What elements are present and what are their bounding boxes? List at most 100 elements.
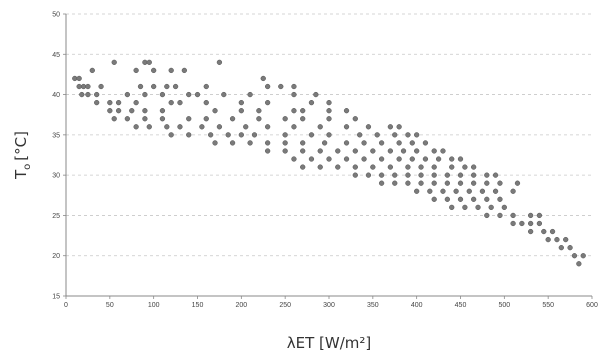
- y-tick-label: 30: [52, 173, 60, 180]
- data-point: [164, 83, 170, 90]
- data-point: [387, 164, 394, 170]
- data-point: [326, 108, 332, 114]
- data-point: [278, 83, 284, 90]
- x-tick-label: 500: [498, 302, 510, 309]
- data-point: [80, 83, 87, 90]
- data-point: [374, 132, 380, 138]
- data-point: [479, 188, 486, 194]
- data-points: [72, 59, 586, 267]
- data-point: [571, 253, 578, 259]
- data-point: [492, 188, 499, 194]
- data-point: [471, 172, 477, 178]
- data-point: [335, 164, 341, 170]
- y-axis-title: To [°C]: [12, 131, 33, 180]
- data-point: [142, 59, 148, 65]
- data-point: [291, 156, 297, 162]
- data-point: [510, 188, 516, 194]
- data-point: [378, 172, 385, 178]
- data-point: [418, 164, 424, 170]
- data-point: [98, 83, 104, 90]
- data-point: [146, 124, 152, 130]
- data-point: [497, 212, 503, 219]
- data-point: [313, 91, 319, 98]
- data-point: [326, 132, 332, 138]
- data-point: [471, 164, 477, 170]
- data-point: [129, 108, 135, 114]
- data-point: [497, 196, 503, 202]
- data-point: [326, 99, 332, 106]
- data-point: [159, 108, 166, 114]
- data-point: [256, 108, 262, 114]
- data-point: [321, 140, 328, 146]
- data-point: [527, 220, 534, 227]
- data-point: [453, 188, 459, 194]
- data-point: [352, 116, 358, 122]
- data-point: [576, 261, 582, 267]
- data-point: [317, 124, 323, 130]
- data-point: [501, 204, 507, 211]
- data-point: [142, 116, 148, 122]
- x-tick-label: 200: [235, 302, 247, 309]
- data-point: [229, 116, 236, 122]
- data-point: [414, 148, 420, 154]
- data-point: [247, 91, 253, 98]
- data-point: [431, 172, 437, 178]
- data-point: [549, 228, 556, 235]
- data-point: [111, 116, 117, 122]
- data-point: [361, 156, 367, 162]
- data-point: [422, 156, 429, 162]
- y-tick-label: 45: [52, 52, 60, 59]
- x-axis-title: λET [W/m²]: [287, 334, 372, 352]
- data-point: [291, 91, 297, 98]
- data-point: [282, 132, 288, 138]
- data-point: [462, 204, 468, 211]
- data-point: [418, 180, 424, 186]
- data-point: [212, 108, 218, 114]
- x-tick-label: 300: [323, 302, 335, 309]
- data-point: [137, 83, 144, 90]
- data-point: [124, 116, 131, 122]
- data-point: [326, 156, 332, 162]
- y-tick-label: 25: [52, 213, 60, 220]
- data-point: [238, 132, 244, 138]
- data-point: [282, 148, 288, 154]
- x-tick-label: 400: [411, 302, 423, 309]
- data-point: [444, 196, 451, 202]
- data-point: [418, 172, 424, 178]
- data-point: [168, 67, 174, 74]
- data-point: [264, 99, 271, 106]
- data-point: [580, 253, 586, 259]
- data-point: [133, 67, 139, 74]
- data-point: [392, 132, 398, 138]
- data-point: [186, 116, 192, 122]
- data-point: [431, 164, 437, 170]
- data-point: [370, 164, 376, 170]
- data-point: [392, 180, 398, 186]
- data-point: [387, 148, 394, 154]
- data-point: [203, 116, 209, 122]
- x-tick-label: 550: [542, 302, 554, 309]
- data-point: [291, 83, 297, 90]
- data-point: [260, 75, 266, 82]
- data-point: [405, 180, 411, 186]
- data-point: [208, 132, 214, 138]
- data-point: [554, 236, 560, 243]
- data-point: [365, 124, 372, 130]
- data-point: [291, 124, 297, 130]
- data-point: [212, 140, 218, 146]
- data-point: [159, 91, 166, 98]
- data-point: [352, 148, 358, 154]
- data-point: [256, 116, 262, 122]
- data-point: [471, 196, 477, 202]
- data-point: [203, 99, 209, 106]
- data-point: [94, 99, 100, 106]
- data-point: [343, 156, 350, 162]
- data-point: [440, 188, 446, 194]
- data-point: [282, 140, 288, 146]
- data-point: [85, 83, 91, 90]
- data-point: [409, 156, 415, 162]
- data-point: [488, 204, 494, 211]
- data-point: [177, 124, 183, 130]
- data-point: [133, 124, 139, 130]
